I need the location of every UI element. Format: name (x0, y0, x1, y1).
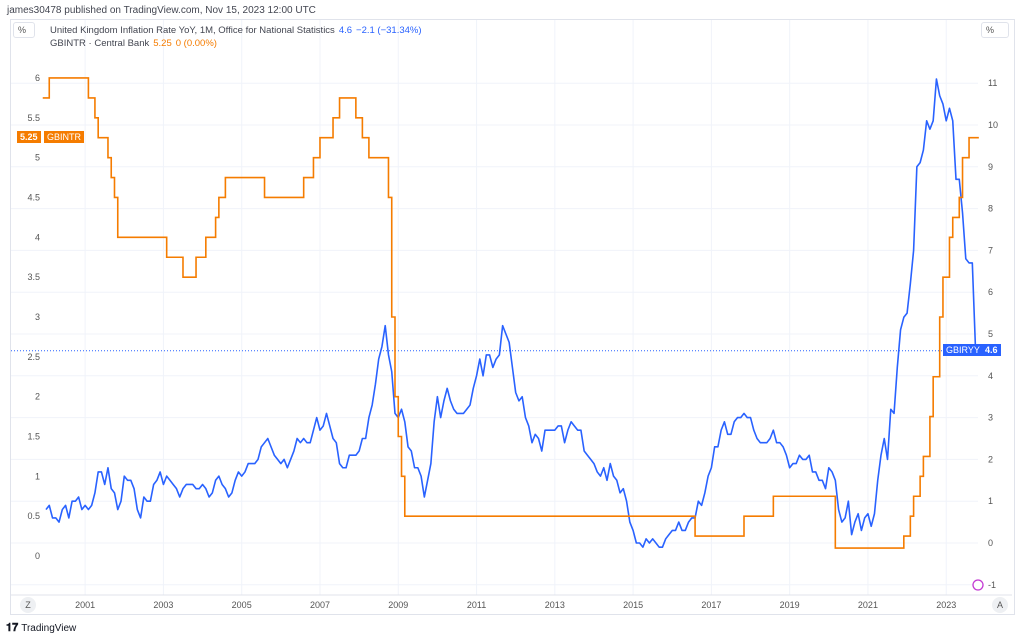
right-axis-tick: -1 (988, 580, 996, 590)
right-scale-unit-button[interactable]: % (981, 22, 1009, 38)
brand: 𝟏𝟕 TradingView (6, 622, 76, 635)
right-axis-tick: 4 (988, 371, 993, 381)
right-axis-tick: 0 (988, 538, 993, 548)
events-icon (972, 579, 984, 591)
x-axis-tick: 2019 (780, 600, 800, 610)
legend-inflation[interactable]: United Kingdom Inflation Rate YoY, 1M, O… (50, 25, 422, 36)
x-axis-tick: 2011 (467, 600, 486, 610)
x-axis-tick: 2009 (388, 600, 408, 610)
left-axis-tick: 6 (35, 73, 40, 83)
left-axis-tick: 0.5 (27, 511, 40, 521)
right-axis-tick: 3 (988, 413, 993, 423)
x-axis-tick: 2007 (310, 600, 330, 610)
right-axis-tick: 6 (988, 287, 993, 297)
gbintr-name-tag: GBINTR (44, 131, 85, 143)
left-axis-tick: 2 (35, 392, 40, 402)
gbiryy-name-tag: GBIRYY (943, 344, 983, 356)
left-axis-tick: 3.5 (27, 272, 40, 282)
left-scale-unit-button[interactable]: % (13, 22, 35, 38)
x-axis-tick: 2017 (701, 600, 721, 610)
brand-name: TradingView (21, 623, 77, 634)
auto-scale-right-button[interactable]: A (992, 597, 1008, 613)
x-axis-tick: 2021 (858, 600, 878, 610)
right-axis-tick: 7 (988, 245, 993, 255)
left-axis-tick: 5.5 (27, 113, 40, 123)
right-axis-tick: 10 (988, 120, 998, 130)
right-axis-tick: 8 (988, 204, 993, 214)
legend: United Kingdom Inflation Rate YoY, 1M, O… (50, 24, 422, 50)
right-axis-tick: 11 (988, 78, 997, 88)
bank-rate-line (42, 77, 979, 549)
right-axis-tick: 1 (988, 496, 993, 506)
chart-pane[interactable] (10, 19, 1015, 615)
x-axis-tick: 2015 (623, 600, 643, 610)
left-axis-tick: 4.5 (27, 192, 40, 202)
right-axis-tick: 2 (988, 454, 993, 464)
auto-scale-left-button[interactable]: Z (20, 597, 36, 613)
x-axis-tick: 2005 (232, 600, 252, 610)
x-axis-tick: 2023 (936, 600, 956, 610)
x-axis-tick: 2001 (75, 600, 95, 610)
legend-inflation-value: 4.6 (338, 25, 353, 36)
legend-bank-rate-value: 5.25 (153, 38, 172, 49)
left-axis-tick: 4 (35, 232, 40, 242)
legend-bank-rate[interactable]: GBINTR · Central Bank 5.25 0 (0.00%) (50, 38, 217, 49)
x-axis-tick: 2003 (153, 600, 173, 610)
gbintr-value-tag: 5.25 (17, 131, 41, 143)
gbiryy-value-tag: 4.6 (982, 344, 1001, 356)
legend-bank-rate-change: 0 (0.00%) (175, 38, 217, 49)
inflation-line (45, 78, 977, 548)
publish-info: james30478 published on TradingView.com,… (7, 5, 316, 16)
left-axis-tick: 3 (35, 312, 40, 322)
right-axis-tick: 9 (988, 162, 993, 172)
left-axis-tick: 0 (35, 551, 40, 561)
tradingview-logo: 𝟏𝟕 (6, 622, 19, 634)
legend-inflation-change: −2.1 (−31.34%) (356, 25, 422, 36)
x-axis-tick: 2013 (545, 600, 565, 610)
left-axis-tick: 1.5 (27, 431, 40, 441)
left-axis-tick: 5 (35, 153, 40, 163)
left-axis-tick: 1 (35, 471, 40, 481)
right-axis-tick: 5 (988, 329, 993, 339)
left-axis-tick: 2.5 (27, 352, 40, 362)
